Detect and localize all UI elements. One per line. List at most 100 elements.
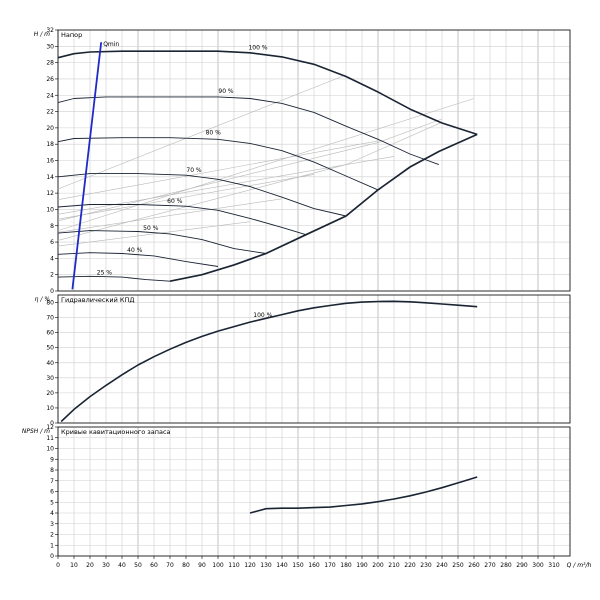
x-tick-label: 100 xyxy=(212,562,224,569)
x-tick-label: 160 xyxy=(308,562,320,569)
x-tick-label: 60 xyxy=(150,562,158,569)
y-tick-label: 2 xyxy=(50,272,54,279)
x-tick-label: 90 xyxy=(198,562,206,569)
y-tick-label: 80 xyxy=(46,300,54,307)
efficiency-guide-line xyxy=(57,74,347,190)
y-tick-label: 30 xyxy=(46,375,54,382)
x-tick-label: 130 xyxy=(260,562,272,569)
x-tick-label: 110 xyxy=(228,562,240,569)
y-tick-label: 6 xyxy=(50,489,54,496)
y-tick-label: 50 xyxy=(46,345,54,352)
y-tick-label: 3 xyxy=(50,521,54,528)
panel-frame xyxy=(57,294,571,424)
y-tick-label: 8 xyxy=(50,223,54,230)
series-line xyxy=(57,252,219,267)
x-tick-label: 200 xyxy=(372,562,384,569)
x-tick-label: 280 xyxy=(500,562,512,569)
y-tick-label: 10 xyxy=(46,446,54,453)
series-line xyxy=(57,230,267,254)
series-line xyxy=(57,275,171,282)
series-line xyxy=(57,173,347,217)
efficiency-guide-line xyxy=(57,174,315,220)
efficiency-guide-line xyxy=(57,198,283,233)
y-tick-label: 0 xyxy=(50,420,54,427)
y-tick-label: 6 xyxy=(50,239,54,246)
system-curve xyxy=(169,133,478,283)
curve-label: 70 % xyxy=(186,167,202,174)
efficiency-guide-line xyxy=(57,140,379,200)
y-tick-label: 8 xyxy=(50,467,54,474)
curve-label: 100 % xyxy=(248,45,267,52)
y-tick-label: 5 xyxy=(50,499,54,506)
y-tick-label: 20 xyxy=(46,125,54,132)
x-tick-label: 300 xyxy=(532,562,544,569)
y-axis-label: H / m xyxy=(34,31,50,38)
y-tick-label: 32 xyxy=(46,27,54,34)
efficiency-guide-line xyxy=(57,156,395,215)
y-tick-label: 70 xyxy=(46,315,54,322)
y-tick-label: 11 xyxy=(46,435,54,442)
y-axis-label: NPSH / m xyxy=(22,428,50,435)
x-tick-label: 40 xyxy=(118,562,126,569)
y-tick-label: 2 xyxy=(50,532,54,539)
panel-title: Напор xyxy=(61,31,82,39)
series-line xyxy=(249,476,478,514)
x-tick-label: 70 xyxy=(166,562,174,569)
y-tick-label: 0 xyxy=(50,553,54,560)
qmin-label: Qmin xyxy=(103,41,119,48)
series-line xyxy=(57,96,439,166)
curve-label: 100 % xyxy=(253,312,272,319)
curve-label: 90 % xyxy=(218,88,234,95)
curve-label: 80 % xyxy=(206,129,222,136)
panel-title: Кривые кавитационного запаса xyxy=(61,428,171,436)
y-tick-label: 30 xyxy=(46,43,54,50)
curve-label: 25 % xyxy=(97,270,113,277)
x-tick-label: 260 xyxy=(468,562,480,569)
series-line xyxy=(60,300,478,423)
x-tick-label: 180 xyxy=(340,562,352,569)
x-tick-label: 240 xyxy=(436,562,448,569)
series-line xyxy=(57,204,307,236)
y-tick-label: 10 xyxy=(46,206,54,213)
x-tick-label: 50 xyxy=(134,562,142,569)
curve-label: 50 % xyxy=(143,225,159,232)
y-tick-label: 16 xyxy=(46,158,54,165)
qmin-line xyxy=(71,42,103,290)
y-tick-label: 14 xyxy=(46,174,54,181)
x-axis-label: Q / m³/h xyxy=(567,562,592,569)
x-tick-label: 150 xyxy=(292,562,304,569)
curve-label: 60 % xyxy=(167,198,183,205)
curve-label: 40 % xyxy=(127,247,143,254)
efficiency-guide-line xyxy=(57,221,251,247)
x-tick-label: 230 xyxy=(420,562,432,569)
x-tick-label: 290 xyxy=(516,562,528,569)
x-tick-label: 190 xyxy=(356,562,368,569)
panel-frame xyxy=(57,29,571,292)
y-tick-label: 26 xyxy=(46,76,54,83)
x-tick-label: 310 xyxy=(548,562,560,569)
efficiency-guide-line xyxy=(57,98,475,231)
y-tick-label: 24 xyxy=(46,92,54,99)
x-tick-label: 10 xyxy=(70,562,78,569)
y-tick-label: 28 xyxy=(46,60,54,67)
efficiency-guide-line xyxy=(57,118,443,222)
y-tick-label: 12 xyxy=(46,190,54,197)
x-tick-label: 270 xyxy=(484,562,496,569)
y-tick-label: 60 xyxy=(46,330,54,337)
y-tick-label: 20 xyxy=(46,390,54,397)
x-tick-label: 140 xyxy=(276,562,288,569)
series-line xyxy=(57,137,379,191)
x-tick-label: 220 xyxy=(404,562,416,569)
x-tick-label: 120 xyxy=(244,562,256,569)
y-tick-label: 22 xyxy=(46,109,54,116)
y-tick-label: 12 xyxy=(46,424,54,431)
x-tick-label: 20 xyxy=(86,562,94,569)
y-tick-label: 9 xyxy=(50,456,54,463)
x-tick-label: 210 xyxy=(388,562,400,569)
y-tick-label: 18 xyxy=(46,141,54,148)
y-axis-label: η / % xyxy=(35,296,51,303)
y-tick-label: 4 xyxy=(50,255,54,262)
x-tick-label: 30 xyxy=(102,562,110,569)
y-tick-label: 7 xyxy=(50,478,54,485)
